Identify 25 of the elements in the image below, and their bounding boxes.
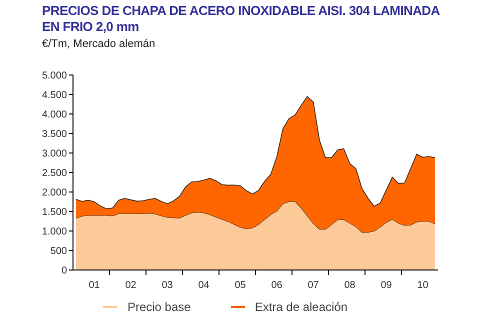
y-tick-label: 0 [61, 266, 68, 277]
x-tick-label: 05 [234, 280, 246, 291]
y-tick-label: 4.000 [42, 110, 68, 121]
y-tick-label: 500 [50, 246, 68, 258]
x-tick-label: 01 [88, 280, 100, 291]
y-tick-label: 3.000 [42, 148, 68, 160]
y-tick-label: 1.000 [42, 226, 68, 238]
x-tick-label: 08 [344, 280, 356, 291]
y-tick-label: 1.500 [42, 207, 68, 218]
y-tick-label: 2.500 [42, 168, 68, 180]
legend-label: Extra de aleación [254, 300, 348, 314]
y-tick-label: 2.000 [42, 188, 68, 199]
chart-title: PRECIOS DE CHAPA DE ACERO INOXIDABLE AISI. 304 LAMINADA EN FRIO 2,0 mm [42, 3, 441, 35]
x-tick-label: 03 [162, 280, 174, 291]
y-tick-label: 3.500 [42, 129, 68, 140]
chart-subtitle: €/Tm, Mercado alemán [42, 38, 156, 50]
legend-label: Precio base [127, 300, 191, 314]
x-tick-label: 07 [308, 280, 320, 291]
x-tick-label: 10 [417, 280, 429, 291]
x-tick-label: 09 [380, 280, 392, 291]
x-tick-label: 02 [125, 280, 137, 291]
x-tick-label: 06 [271, 280, 283, 291]
y-tick-label: 5.000 [42, 70, 68, 82]
x-tick-label: 04 [198, 280, 210, 291]
y-tick-label: 4.500 [42, 90, 68, 102]
